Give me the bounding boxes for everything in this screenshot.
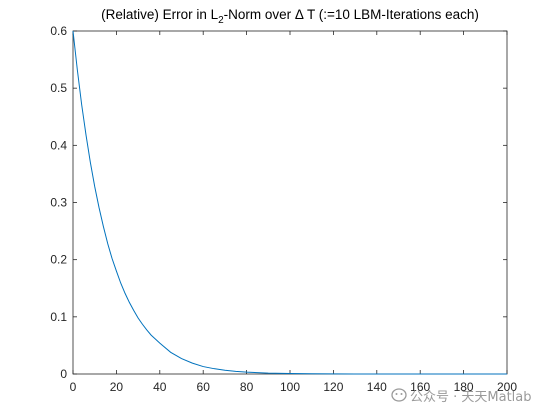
y-tick-label: 0.4 (50, 138, 67, 152)
x-tick-label: 180 (454, 380, 474, 394)
x-tick-label: 200 (497, 380, 517, 394)
y-tick-label: 0.5 (50, 81, 67, 95)
axes-box (72, 30, 508, 375)
series-line (72, 30, 507, 375)
x-tick-label: 40 (153, 380, 167, 394)
x-tick-label: 140 (367, 380, 387, 394)
y-tick-label: 0.1 (50, 310, 67, 324)
x-tick-label: 20 (110, 380, 124, 394)
wechat-icon (391, 388, 407, 402)
x-tick-label: 0 (70, 380, 77, 394)
title-suffix: -Norm over Δ T (:=10 LBM-Iterations each… (224, 7, 479, 22)
x-tick-label: 80 (240, 380, 254, 394)
watermark: 公众号 · 天天Matlab (391, 388, 532, 405)
x-tick-label: 120 (323, 380, 343, 394)
y-tick-label: 0.2 (50, 253, 67, 267)
x-tick-label: 100 (280, 380, 300, 394)
x-tick-label: 60 (197, 380, 211, 394)
title-subscript: 2 (218, 15, 224, 26)
chart-title: (Relative) Error in L2-Norm over Δ T (:=… (101, 7, 479, 26)
y-tick-label: 0.3 (50, 196, 67, 210)
watermark-text: 公众号 · 天天Matlab (410, 390, 532, 405)
y-tick-label: 0 (60, 367, 67, 381)
plot-area: 0 20 40 60 80 100 120 140 160 180 200 0 0.1 0.2 0.3 0.4… (50, 24, 517, 394)
x-tick-label: 160 (410, 380, 430, 394)
y-tick-label: 0.6 (50, 24, 67, 38)
title-prefix: (Relative) Error in L (101, 7, 219, 22)
